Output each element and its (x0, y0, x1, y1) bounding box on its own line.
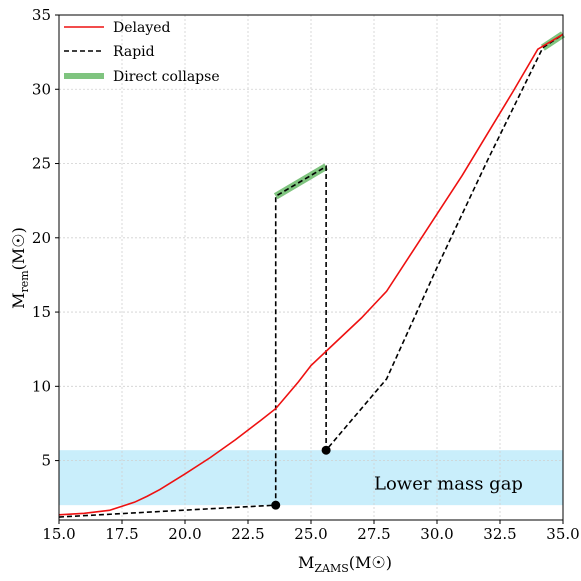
band-label-layer: Lower mass gap (374, 474, 523, 495)
x-tick-label: 15.0 (42, 525, 75, 543)
x-tick-label: 32.5 (483, 525, 516, 543)
y-tick-label: 25 (32, 155, 51, 173)
series-rapid-line (58, 33, 564, 518)
x-axis-sun-symbol: ☉ (371, 553, 385, 572)
legend-label-delayed: Delayed (113, 20, 171, 36)
tick-layer: 15.0 17.5 20.0 22.5 25.0 27.5 30.0 32.5 35.0 5 10 1… (32, 6, 580, 543)
x-tick-label: 17.5 (105, 525, 138, 543)
legend-label-rapid: Rapid (113, 44, 155, 60)
x-tick-label: 25.0 (294, 525, 327, 543)
grid-layer (58, 14, 564, 520)
x-tick-label: 27.5 (357, 525, 390, 543)
y-tick-label: 30 (32, 80, 51, 98)
y-axis-label-main: M (9, 293, 28, 309)
x-axis-label-main: M (298, 553, 314, 572)
y-axis-sun-symbol: ☉ (9, 233, 28, 247)
x-axis-label-unit: (M (349, 553, 372, 572)
y-axis-label: Mrem(M☉) (9, 227, 31, 309)
x-tick-label: 30.0 (420, 525, 453, 543)
legend: Delayed Rapid Direct collapse (64, 20, 220, 85)
lower-mass-gap-label: Lower mass gap (374, 474, 523, 495)
series-delayed-line (58, 33, 564, 516)
x-axis-label-sub: ZAMS (314, 562, 348, 575)
y-tick-label: 15 (32, 303, 51, 321)
x-tick-label: 20.0 (168, 525, 201, 543)
x-tick-label: 35.0 (546, 525, 579, 543)
rapid-marker-point (271, 500, 281, 510)
y-axis-label-sub: rem (18, 270, 31, 293)
series-layer (58, 31, 565, 518)
y-axis-label-unit: (M (9, 248, 28, 271)
x-axis-label-unit-close: ) (386, 553, 392, 572)
rapid-marker-point (321, 445, 331, 455)
y-tick-label: 10 (32, 377, 51, 395)
x-tick-label: 22.5 (231, 525, 264, 543)
y-tick-label: 35 (32, 6, 51, 24)
marker-layer (271, 445, 331, 510)
y-tick-label: 20 (32, 229, 51, 247)
y-tick-label: 5 (41, 452, 51, 470)
y-axis-label-unit-close: ) (9, 227, 28, 233)
x-axis-label: MZAMS(M☉) (298, 553, 392, 575)
legend-label-direct-collapse: Direct collapse (113, 69, 220, 85)
